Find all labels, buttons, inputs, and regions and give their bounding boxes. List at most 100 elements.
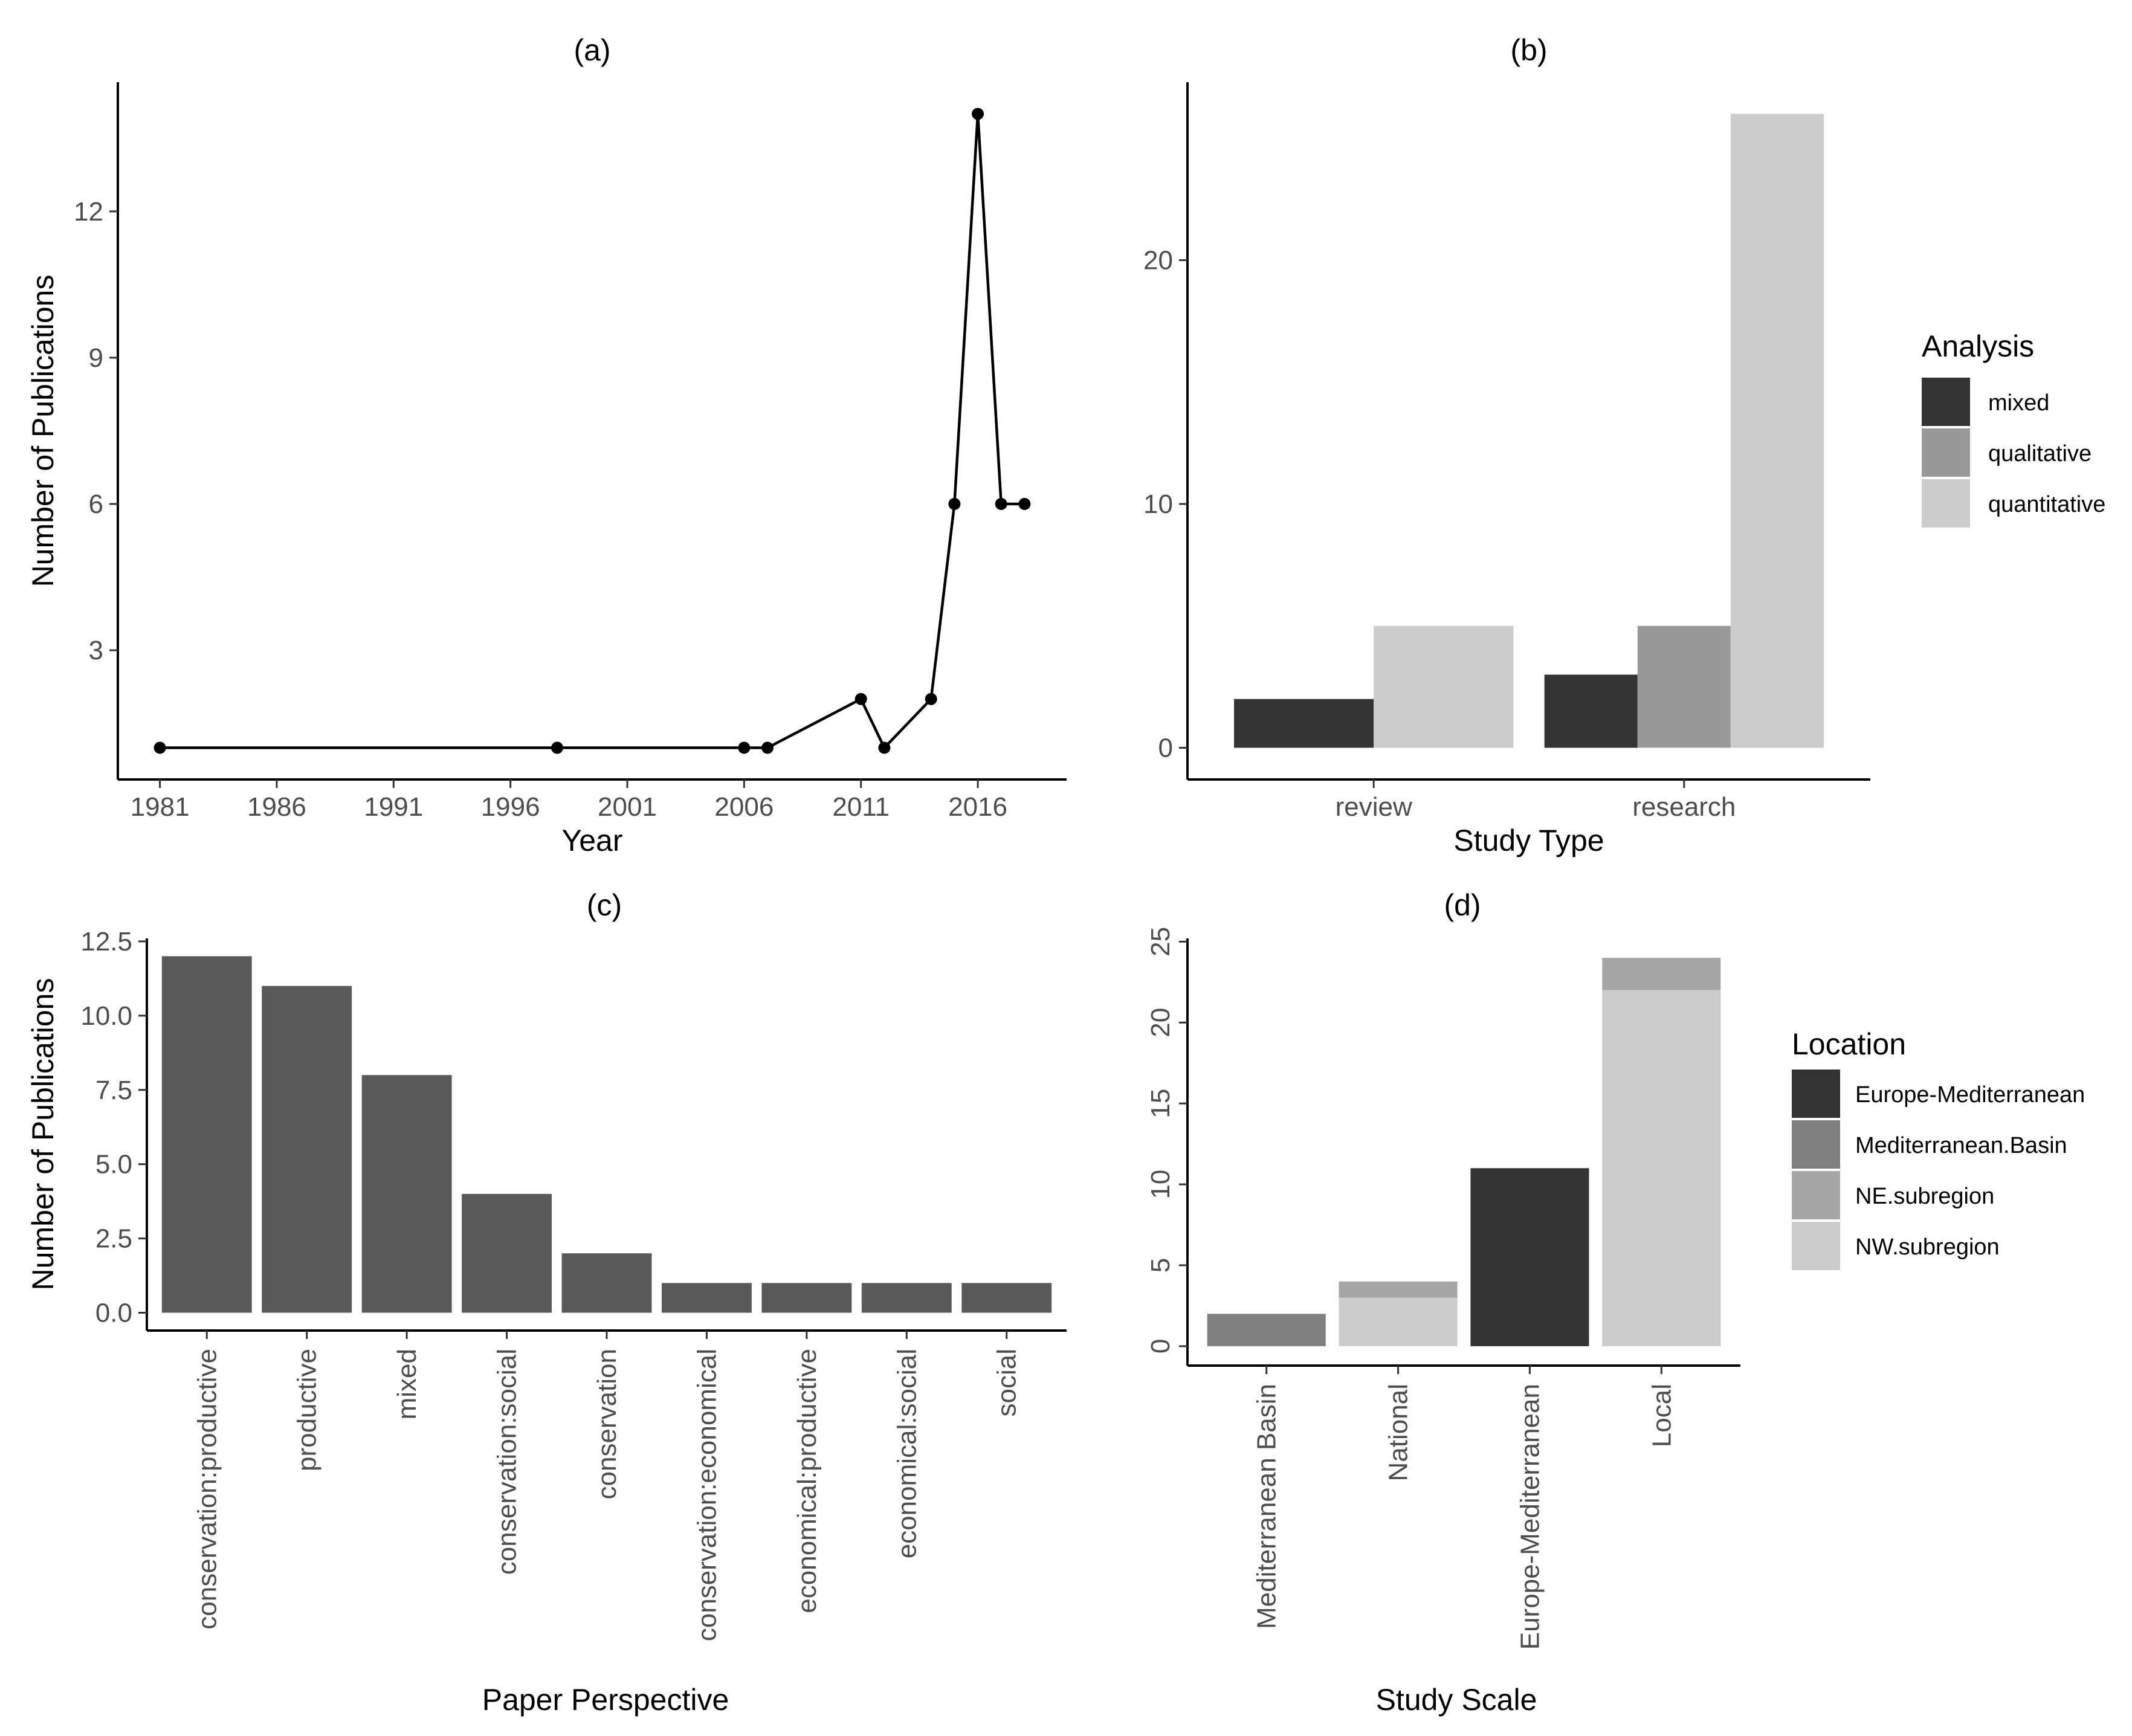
panel-d-legend-swatch (1792, 1171, 1840, 1219)
panel-c-x-tick-label: mixed (392, 1349, 422, 1419)
panel-c-y-tick-label: 12.5 (80, 927, 132, 957)
panel-c-x-tick-label: conservation:social (493, 1349, 522, 1575)
panel-b-y-tick-label: 10 (1143, 489, 1173, 519)
panel-d-x-tick-label: Local (1647, 1384, 1676, 1447)
panel-b-bar (1374, 625, 1514, 748)
panel-d-legend: Location Europe-Mediterranean Mediterrane… (1792, 1027, 2085, 1270)
panel-d-legend-label: Mediterranean.Basin (1855, 1133, 2067, 1158)
panel-b-legend-title: Analysis (1922, 329, 2034, 363)
panel-b-x-tick-label: research (1632, 792, 1736, 822)
panel-b-legend-label: qualitative (1988, 441, 2092, 466)
panel-d-legend-swatch (1792, 1070, 1840, 1118)
panel-a-x-tick-label: 1996 (481, 792, 540, 822)
panel-b-legend-swatch (1922, 479, 1970, 528)
panel-d-y-tick-label: 15 (1146, 1089, 1175, 1118)
panel-c-bar (361, 1075, 452, 1313)
panel-a-data-point (948, 498, 961, 511)
panel-b-legend: Analysis mixed qualitative quantitative (1922, 329, 2105, 528)
panel-c-bar-chart: (c) 0.0 2.5 5.0 7.5 10.0 12.5 conservation:pro… (26, 888, 1067, 1717)
panel-a-data-point (761, 741, 774, 754)
panel-d-y-tick-label: 25 (1146, 927, 1175, 957)
panel-b-bar (1637, 625, 1731, 748)
panel-a-data-point (1018, 498, 1031, 511)
panel-d-y-tick-label: 0 (1146, 1339, 1175, 1354)
panel-b-legend-label: mixed (1988, 390, 2049, 416)
panel-c-bar (661, 1283, 752, 1313)
panel-d-legend-label: NE.subregion (1855, 1184, 1994, 1209)
panel-a-line-chart: (a) 1981 1986 1991 1996 2001 2006 2011 2016 3 6 9 1… (26, 33, 1067, 857)
panel-a-x-axis-title: Year (561, 824, 622, 857)
panel-a-data-point (854, 692, 867, 705)
panel-d-bar-segment (1602, 990, 1721, 1346)
panel-c-bar (462, 1193, 552, 1313)
panel-d-stacked-bar-chart: (d) 0 5 10 15 20 25 Mediterranean Basin Nationa… (1146, 888, 2085, 1717)
panel-d-legend-label: NW.subregion (1855, 1234, 2000, 1260)
panel-b-title: (b) (1510, 33, 1547, 67)
panel-d-x-tick-label: Mediterranean Basin (1252, 1384, 1282, 1629)
panel-c-x-tick-label: economical:productive (792, 1349, 822, 1613)
panel-b-bar-chart: (b) 0 10 20 review research Study Type Analy… (1143, 33, 2105, 857)
panel-d-bar-segment (1339, 1297, 1458, 1346)
panel-d-y-tick-label: 5 (1146, 1258, 1175, 1273)
panel-c-y-axis-title: Number of Publications (26, 978, 60, 1291)
panel-c-y-tick-label: 7.5 (95, 1076, 132, 1105)
panel-b-bar (1544, 674, 1638, 748)
panel-a-x-tick-label: 1986 (247, 792, 306, 822)
panel-c-title: (c) (587, 888, 622, 922)
panel-a-data-point (878, 741, 891, 754)
panel-c-x-tick-label: conservation:productive (192, 1349, 222, 1630)
panel-a-data-point (925, 692, 937, 705)
panel-a-x-tick-label: 2001 (598, 792, 657, 822)
panel-a-data-point (995, 498, 1007, 511)
panel-a-data-point (153, 741, 166, 754)
panel-a-title: (a) (573, 33, 610, 67)
panel-c-x-axis-title: Paper Perspective (482, 1683, 729, 1717)
panel-a-data-point (551, 741, 563, 754)
panel-d-bar-segment (1470, 1168, 1589, 1346)
panel-b-x-tick-label: review (1336, 792, 1412, 822)
panel-d-legend-label: Europe-Mediterranean (1855, 1082, 2085, 1108)
panel-b-x-axis-title: Study Type (1453, 824, 1604, 857)
panel-d-legend-swatch (1792, 1222, 1840, 1270)
panel-a-y-tick-label: 6 (89, 489, 103, 519)
panel-c-bar (161, 956, 252, 1313)
panel-c-x-tick-label: productive (292, 1349, 322, 1471)
panel-b-bar (1234, 699, 1374, 748)
panel-d-x-tick-label: National (1384, 1384, 1413, 1481)
panel-b-y-tick-label: 20 (1143, 246, 1173, 276)
panel-c-bar (262, 986, 352, 1313)
panel-c-bar (961, 1283, 1052, 1313)
panel-d-bar-segment (1602, 958, 1721, 990)
panel-b-legend-label: quantitative (1988, 492, 2105, 517)
panel-a-x-tick-label: 2011 (832, 792, 890, 822)
panel-c-x-tick-label: conservation:economical (692, 1349, 722, 1641)
panel-d-y-tick-label: 10 (1146, 1170, 1175, 1199)
panel-d-legend-title: Location (1792, 1027, 1906, 1061)
panel-a-y-tick-label: 3 (89, 636, 103, 665)
panel-c-y-tick-label: 2.5 (95, 1224, 132, 1254)
panel-c-y-tick-label: 0.0 (95, 1299, 132, 1328)
panel-a-y-tick-label: 12 (74, 197, 103, 227)
panel-d-bar-segment (1207, 1314, 1326, 1346)
panel-d-x-tick-label: Europe-Mediterranean (1515, 1384, 1545, 1650)
panel-d-x-axis-title: Study Scale (1376, 1683, 1537, 1717)
panel-c-x-tick-label: conservation (592, 1349, 622, 1499)
panel-a-data-point (972, 108, 984, 120)
panel-b-bar (1730, 114, 1824, 748)
panel-d-y-tick-label: 20 (1146, 1008, 1175, 1037)
panel-a-data-point (738, 741, 751, 754)
panel-c-bar (761, 1283, 852, 1313)
panel-b-legend-swatch (1922, 428, 1970, 477)
panel-d-legend-swatch (1792, 1120, 1840, 1169)
panel-c-bar (861, 1283, 952, 1313)
panel-a-y-axis-title: Number of Publications (26, 275, 60, 587)
panel-d-bar-segment (1339, 1281, 1458, 1298)
panel-c-bar (561, 1253, 652, 1313)
panel-b-y-tick-label: 0 (1158, 734, 1173, 763)
panel-a-x-tick-label: 2016 (948, 792, 1007, 822)
panel-c-y-tick-label: 5.0 (95, 1150, 132, 1179)
panel-b-legend-swatch (1922, 378, 1970, 426)
panel-a-y-tick-label: 9 (89, 343, 103, 373)
panel-a-x-tick-label: 2006 (714, 792, 774, 822)
